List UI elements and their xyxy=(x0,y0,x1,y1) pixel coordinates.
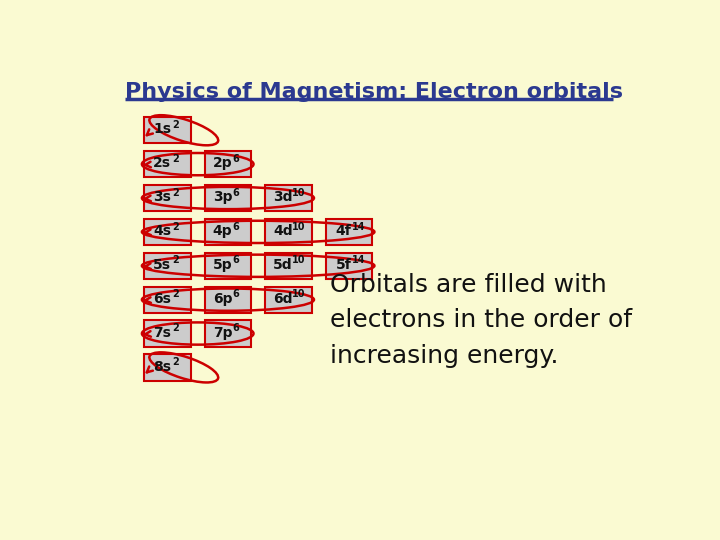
Text: 5d: 5d xyxy=(273,258,293,272)
Text: 10: 10 xyxy=(292,255,305,265)
FancyBboxPatch shape xyxy=(204,219,251,245)
Text: Physics of Magnetism: Electron orbitals: Physics of Magnetism: Electron orbitals xyxy=(125,82,623,102)
Text: 2: 2 xyxy=(172,221,179,232)
Text: 7p: 7p xyxy=(213,326,233,340)
Text: 8s: 8s xyxy=(153,360,171,374)
FancyBboxPatch shape xyxy=(265,185,312,211)
FancyBboxPatch shape xyxy=(204,185,251,211)
Text: 3d: 3d xyxy=(273,190,293,204)
FancyBboxPatch shape xyxy=(325,253,372,279)
FancyBboxPatch shape xyxy=(265,253,312,279)
Text: 6: 6 xyxy=(233,255,239,265)
Text: 6: 6 xyxy=(233,154,239,164)
Text: 6: 6 xyxy=(233,221,239,232)
Text: 6: 6 xyxy=(233,323,239,333)
FancyBboxPatch shape xyxy=(144,151,191,177)
Text: 6d: 6d xyxy=(273,292,293,306)
Text: 4p: 4p xyxy=(212,224,233,238)
Text: Orbitals are filled with
electrons in the order of
increasing energy.: Orbitals are filled with electrons in th… xyxy=(330,273,632,368)
FancyBboxPatch shape xyxy=(204,151,251,177)
Text: 1s: 1s xyxy=(153,123,171,137)
Text: 6: 6 xyxy=(233,187,239,198)
Text: 10: 10 xyxy=(292,289,305,299)
Text: 4f: 4f xyxy=(336,224,351,238)
FancyBboxPatch shape xyxy=(144,253,191,279)
FancyBboxPatch shape xyxy=(144,185,191,211)
Text: 6s: 6s xyxy=(153,292,171,306)
FancyBboxPatch shape xyxy=(204,320,251,347)
Text: 10: 10 xyxy=(292,187,305,198)
FancyBboxPatch shape xyxy=(144,219,191,245)
Text: 2: 2 xyxy=(172,323,179,333)
FancyBboxPatch shape xyxy=(144,117,191,143)
Text: 5f: 5f xyxy=(336,258,351,272)
FancyBboxPatch shape xyxy=(144,320,191,347)
Text: 3p: 3p xyxy=(213,190,233,204)
FancyBboxPatch shape xyxy=(325,219,372,245)
Text: 6: 6 xyxy=(233,289,239,299)
Text: 6p: 6p xyxy=(213,292,233,306)
FancyBboxPatch shape xyxy=(144,287,191,313)
Text: 10: 10 xyxy=(292,221,305,232)
FancyBboxPatch shape xyxy=(204,287,251,313)
FancyBboxPatch shape xyxy=(265,219,312,245)
FancyBboxPatch shape xyxy=(265,287,312,313)
Text: 2: 2 xyxy=(172,289,179,299)
Text: 2p: 2p xyxy=(212,157,233,170)
Text: 2s: 2s xyxy=(153,157,171,170)
FancyBboxPatch shape xyxy=(204,253,251,279)
Text: 2: 2 xyxy=(172,154,179,164)
Text: 5p: 5p xyxy=(212,258,233,272)
Text: 3s: 3s xyxy=(153,190,171,204)
Text: 2: 2 xyxy=(172,120,179,130)
Text: 7s: 7s xyxy=(153,326,171,340)
Text: 5s: 5s xyxy=(153,258,171,272)
Text: 14: 14 xyxy=(352,255,366,265)
Text: 4d: 4d xyxy=(273,224,293,238)
Text: 2: 2 xyxy=(172,187,179,198)
Text: 2: 2 xyxy=(172,357,179,367)
FancyBboxPatch shape xyxy=(144,354,191,381)
Text: 14: 14 xyxy=(352,221,366,232)
Text: 4s: 4s xyxy=(153,224,171,238)
Text: 2: 2 xyxy=(172,255,179,265)
